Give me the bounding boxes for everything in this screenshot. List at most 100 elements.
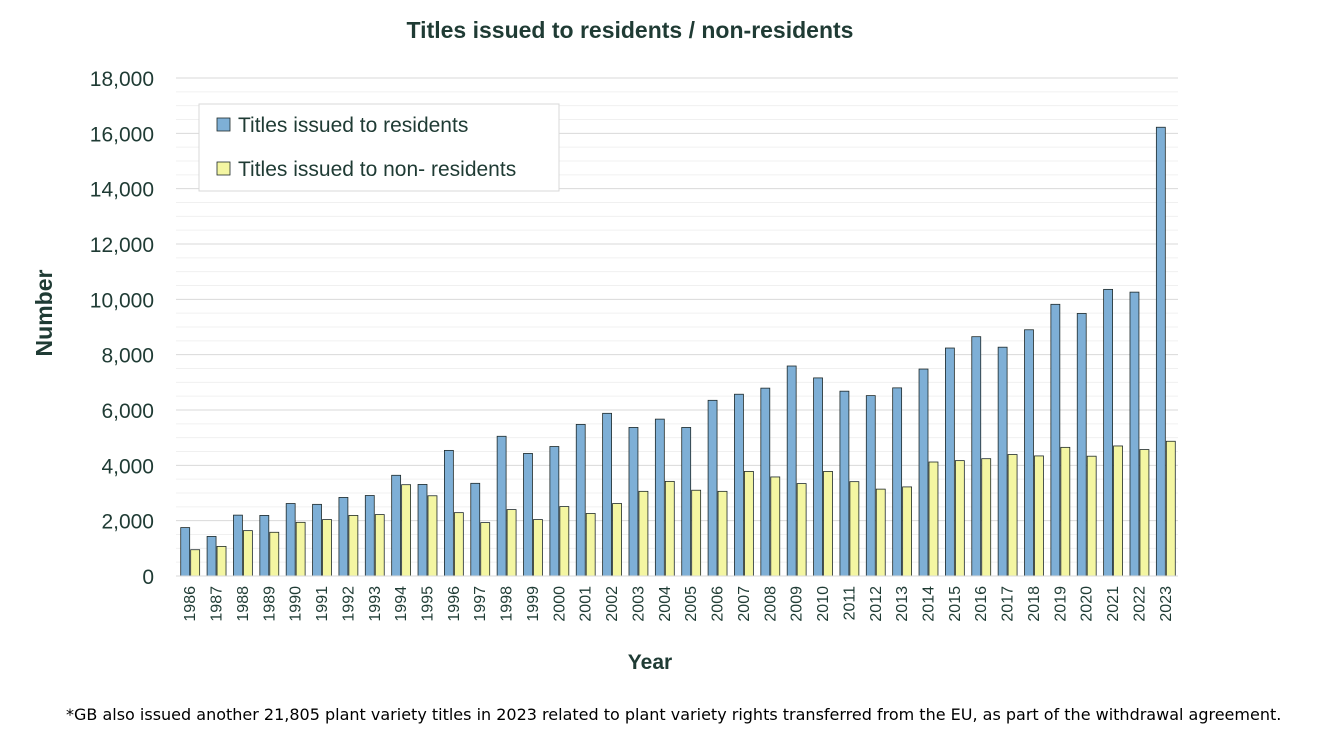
x-tick-label: 2020 bbox=[1079, 586, 1096, 622]
bar-residents-2009 bbox=[786, 365, 797, 577]
x-tick-label: 2005 bbox=[683, 586, 700, 622]
x-tick-label: 1997 bbox=[472, 586, 489, 622]
x-tick-label: 2015 bbox=[947, 586, 964, 622]
legend: Titles issued to residents Titles issued… bbox=[198, 103, 560, 192]
y-tick-label: 12,000 bbox=[90, 234, 154, 257]
x-tick-label: 2004 bbox=[657, 586, 674, 622]
x-tick-label: 2006 bbox=[710, 586, 727, 622]
x-tick-label: 2000 bbox=[551, 586, 568, 622]
bar-non-residents-2023 bbox=[1165, 440, 1176, 577]
bar-non-residents-2018 bbox=[1034, 455, 1044, 577]
bar-residents-1997 bbox=[470, 482, 481, 577]
bar-non-residents-2001 bbox=[585, 513, 596, 577]
bar-non-residents-2008 bbox=[770, 476, 781, 577]
bar-residents-1996 bbox=[444, 449, 454, 577]
bar-residents-2001 bbox=[575, 423, 586, 577]
bar-residents-1991 bbox=[312, 503, 322, 577]
bar-residents-2017 bbox=[997, 346, 1008, 577]
bar-non-residents-1997 bbox=[480, 522, 491, 577]
bar-residents-2011 bbox=[839, 390, 850, 577]
legend-label-residents: Titles issued to residents bbox=[238, 114, 468, 137]
bar-non-residents-1993 bbox=[374, 514, 385, 577]
bar-residents-1989 bbox=[259, 515, 270, 577]
bar-residents-2023 bbox=[1155, 126, 1166, 577]
bar-non-residents-1998 bbox=[506, 509, 517, 577]
legend-label-non-residents: Titles issued to non- residents bbox=[238, 158, 516, 181]
bar-residents-1995 bbox=[417, 484, 428, 577]
x-tick-label: 2009 bbox=[789, 586, 806, 622]
bar-non-residents-2009 bbox=[796, 483, 807, 577]
bar-residents-2003 bbox=[628, 427, 639, 577]
bar-non-residents-2014 bbox=[928, 461, 939, 577]
x-tick-label: 2001 bbox=[578, 586, 595, 622]
x-tick-label: 1993 bbox=[367, 586, 384, 622]
bar-non-residents-1991 bbox=[322, 519, 332, 577]
bars bbox=[180, 126, 1176, 577]
x-tick-label: 1992 bbox=[340, 586, 357, 622]
bar-non-residents-2007 bbox=[744, 471, 754, 577]
bar-non-residents-2016 bbox=[981, 458, 992, 577]
y-tick-label: 16,000 bbox=[90, 123, 154, 146]
bar-non-residents-2000 bbox=[559, 506, 570, 577]
legend-swatch-residents bbox=[216, 117, 231, 132]
y-tick-label: 4,000 bbox=[101, 455, 154, 478]
bar-residents-2002 bbox=[602, 412, 612, 577]
bar-non-residents-1995 bbox=[427, 495, 438, 577]
x-tick-label: 2021 bbox=[1105, 586, 1122, 622]
bar-residents-1998 bbox=[496, 435, 507, 577]
bar-non-residents-2006 bbox=[717, 490, 728, 577]
bar-residents-2022 bbox=[1129, 291, 1140, 577]
x-tick-label: 1986 bbox=[182, 586, 199, 622]
bar-residents-1993 bbox=[364, 495, 375, 577]
x-tick-label: 2003 bbox=[630, 586, 647, 622]
x-tick-label: 2016 bbox=[973, 586, 990, 622]
bar-residents-2020 bbox=[1076, 313, 1087, 577]
x-tick-label: 1998 bbox=[499, 586, 516, 622]
bar-residents-2000 bbox=[549, 446, 560, 577]
bar-residents-2019 bbox=[1050, 303, 1061, 577]
x-tick-label: 2014 bbox=[921, 586, 938, 622]
bar-non-residents-1990 bbox=[295, 521, 306, 577]
bar-non-residents-2010 bbox=[823, 471, 833, 577]
bar-residents-1990 bbox=[285, 503, 296, 577]
bar-residents-2018 bbox=[1024, 329, 1034, 577]
bar-residents-2013 bbox=[892, 387, 903, 577]
bar-non-residents-1996 bbox=[453, 512, 464, 577]
bar-non-residents-1992 bbox=[348, 515, 359, 577]
bar-non-residents-2017 bbox=[1007, 454, 1018, 577]
x-tick-label: 2007 bbox=[736, 586, 753, 622]
bar-non-residents-2011 bbox=[849, 481, 860, 577]
y-axis: 0 2,000 4,000 6,000 8,000 10,000 12,000 14,000 1… bbox=[90, 68, 154, 589]
y-tick-label: 2,000 bbox=[101, 511, 154, 534]
x-tick-label: 1996 bbox=[446, 586, 463, 622]
bar-non-residents-2020 bbox=[1086, 455, 1097, 577]
bar-non-residents-1986 bbox=[190, 549, 201, 577]
bar-residents-1987 bbox=[206, 536, 217, 577]
bar-residents-2005 bbox=[681, 427, 692, 577]
bar-residents-2004 bbox=[654, 418, 665, 577]
bar-residents-2008 bbox=[760, 387, 771, 577]
bar-non-residents-1999 bbox=[533, 519, 543, 577]
y-axis-label: Number bbox=[31, 270, 57, 357]
x-axis-label: Year bbox=[628, 651, 672, 674]
bar-non-residents-1988 bbox=[243, 530, 253, 577]
chart-title: Titles issued to residents / non-residen… bbox=[407, 17, 854, 43]
bar-residents-1988 bbox=[233, 514, 243, 577]
bar-non-residents-1987 bbox=[216, 545, 227, 577]
bar-residents-2015 bbox=[945, 347, 955, 577]
bar-residents-2007 bbox=[734, 393, 744, 577]
bar-chart: Titles issued to residents / non-residen… bbox=[31, 17, 1178, 674]
bar-residents-2010 bbox=[813, 377, 823, 577]
x-tick-label: 1988 bbox=[235, 586, 252, 622]
bar-residents-1999 bbox=[523, 453, 533, 577]
bar-non-residents-2013 bbox=[902, 486, 912, 577]
bar-non-residents-2005 bbox=[691, 489, 702, 577]
x-tick-label: 2002 bbox=[604, 586, 621, 622]
x-tick-label: 1989 bbox=[261, 586, 278, 622]
bar-residents-2006 bbox=[707, 399, 718, 577]
x-tick-label: 2008 bbox=[762, 586, 779, 622]
y-tick-label: 6,000 bbox=[101, 400, 154, 423]
bar-residents-2016 bbox=[971, 336, 982, 577]
x-tick-label: 2013 bbox=[894, 586, 911, 622]
legend-box bbox=[198, 103, 560, 192]
